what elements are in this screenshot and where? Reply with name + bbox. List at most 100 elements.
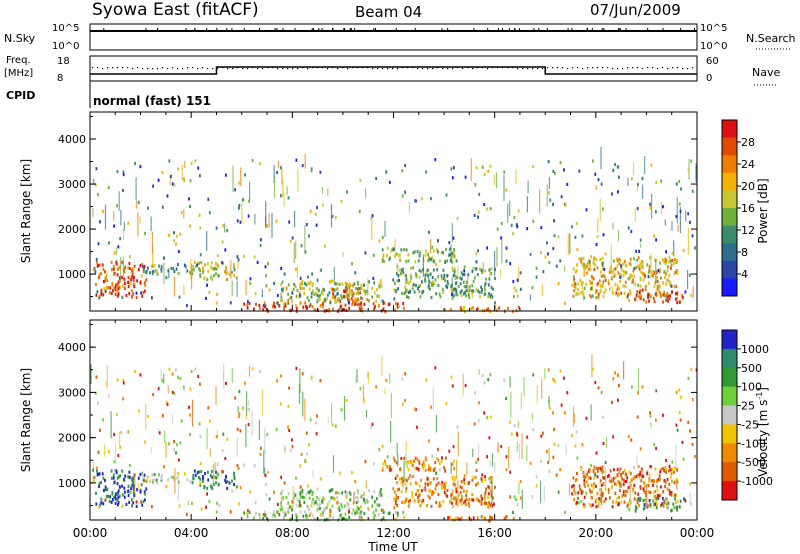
range-cell <box>401 194 404 198</box>
range-cell <box>179 377 182 381</box>
range-cell <box>564 301 566 305</box>
range-cell <box>100 288 103 292</box>
range-cell <box>225 480 227 484</box>
range-streak <box>295 240 297 259</box>
range-cell <box>311 305 314 309</box>
range-cell <box>193 469 196 473</box>
range-cell <box>412 251 415 255</box>
nave-dot <box>397 68 399 70</box>
time-axis: 00:00 04:00 08:00 12:00 16:00 20:00 00:00 <box>73 112 714 540</box>
range-cell <box>573 289 575 293</box>
range-cell <box>357 302 359 307</box>
range-cell <box>323 508 326 512</box>
range-streak <box>685 210 687 222</box>
range-cell <box>579 279 582 283</box>
range-cell <box>612 268 615 272</box>
range-cell <box>107 186 110 190</box>
range-cell <box>189 204 191 208</box>
range-cell <box>418 493 421 497</box>
range-cell <box>320 477 323 481</box>
range-cell <box>116 273 119 277</box>
range-cell <box>664 484 666 489</box>
range-cell <box>340 503 342 507</box>
range-streak <box>304 398 306 421</box>
range-cell <box>638 504 640 508</box>
range-cell <box>235 485 238 489</box>
range-streak <box>298 384 301 404</box>
range-cell <box>268 288 271 292</box>
range-streak <box>639 243 642 248</box>
range-cell <box>263 301 266 305</box>
nave-dot <box>452 68 454 70</box>
range-cell <box>189 387 192 391</box>
range-cell <box>641 176 644 180</box>
range-cell <box>470 517 472 521</box>
range-cell <box>486 308 488 312</box>
range-cell <box>323 497 325 501</box>
range-cell <box>284 511 287 515</box>
range-cell <box>486 415 489 420</box>
range-cell <box>603 267 606 271</box>
nave-dot <box>387 68 389 70</box>
range-cell <box>388 511 391 515</box>
range-cell <box>624 263 627 267</box>
range-cell <box>143 490 146 494</box>
range-cell <box>99 220 101 224</box>
range-cell <box>371 495 373 499</box>
range-cell <box>618 257 621 261</box>
range-cell <box>226 486 228 490</box>
velocity-colorbar-label: Velocity [m s-1] <box>755 387 770 477</box>
range-cell <box>282 287 285 291</box>
range-cell <box>331 295 334 299</box>
range-cell <box>583 471 586 476</box>
range-cell <box>114 497 117 501</box>
range-cell <box>557 281 560 285</box>
range-streak <box>518 443 520 460</box>
range-cell <box>438 292 441 296</box>
range-cell <box>595 242 598 247</box>
range-cell <box>203 277 206 281</box>
range-cell <box>137 476 140 480</box>
range-cell <box>553 442 556 447</box>
range-cell <box>463 285 466 289</box>
range-cell <box>122 173 125 177</box>
range-cell <box>186 478 189 482</box>
range-cell <box>633 483 636 487</box>
range-cell <box>452 296 455 300</box>
range-cell <box>689 429 691 433</box>
range-cell <box>280 292 282 296</box>
range-cell <box>640 479 643 483</box>
range-streak <box>114 444 117 464</box>
range-cell <box>612 377 615 381</box>
range-streak <box>206 427 208 450</box>
range-cell <box>177 471 179 475</box>
range-cell <box>396 272 398 276</box>
range-cell <box>443 273 446 277</box>
range-cell <box>301 280 304 284</box>
range-cell <box>222 470 224 474</box>
range-cell <box>366 298 369 302</box>
range-streak <box>137 211 139 237</box>
range-cell <box>673 470 675 474</box>
range-cell <box>478 499 481 503</box>
range-cell <box>321 203 324 207</box>
beam-title: Beam 04 <box>355 3 422 21</box>
power-colorbar-swatch <box>722 225 737 244</box>
range-cell <box>624 271 627 275</box>
range-cell <box>639 284 642 288</box>
nave-dot <box>487 68 489 70</box>
range-cell <box>428 287 431 291</box>
range-cell <box>133 285 136 289</box>
range-cell <box>612 477 615 481</box>
range-streak <box>515 169 517 184</box>
range-cell <box>132 501 135 505</box>
range-cell <box>618 383 620 388</box>
range-cell <box>394 502 397 506</box>
range-cell <box>160 476 163 480</box>
range-cell <box>678 410 681 415</box>
range-cell <box>295 267 297 271</box>
range-cell <box>128 470 131 474</box>
range-cell <box>177 271 180 275</box>
range-cell <box>668 280 671 284</box>
